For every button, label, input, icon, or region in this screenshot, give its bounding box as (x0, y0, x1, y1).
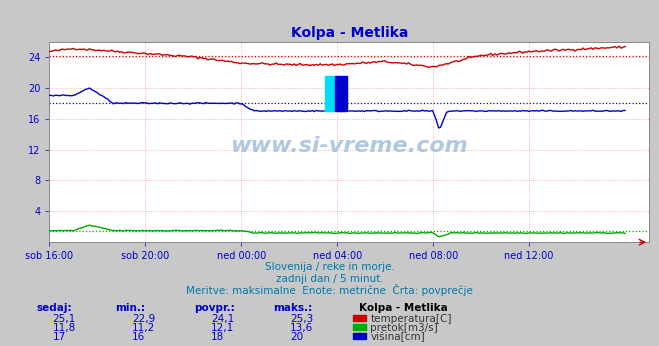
Text: 18: 18 (211, 333, 224, 343)
Text: višina[cm]: višina[cm] (370, 332, 425, 343)
Bar (326, 76, 347, 111)
Text: Meritve: maksimalne  Enote: metrične  Črta: povprečje: Meritve: maksimalne Enote: metrične Črta… (186, 284, 473, 296)
Text: 25,1: 25,1 (53, 315, 76, 325)
Text: 17: 17 (53, 333, 66, 343)
Text: 11,8: 11,8 (53, 324, 76, 334)
Text: 20: 20 (290, 333, 303, 343)
Text: povpr.:: povpr.: (194, 303, 235, 313)
Text: 13,6: 13,6 (290, 324, 313, 334)
Text: pretok[m3/s]: pretok[m3/s] (370, 324, 438, 334)
Text: 25,3: 25,3 (290, 315, 313, 325)
Bar (335, 76, 347, 111)
Text: temperatura[C]: temperatura[C] (370, 315, 452, 325)
Text: maks.:: maks.: (273, 303, 313, 313)
Text: zadnji dan / 5 minut.: zadnji dan / 5 minut. (275, 274, 384, 284)
Bar (326, 76, 335, 111)
Text: Kolpa - Metlika: Kolpa - Metlika (359, 303, 448, 313)
Text: 16: 16 (132, 333, 145, 343)
Text: min.:: min.: (115, 303, 146, 313)
Text: 22,9: 22,9 (132, 315, 155, 325)
Text: 11,2: 11,2 (132, 324, 155, 334)
Text: www.si-vreme.com: www.si-vreme.com (231, 136, 468, 156)
Title: Kolpa - Metlika: Kolpa - Metlika (291, 26, 408, 40)
Text: 24,1: 24,1 (211, 315, 234, 325)
Text: 12,1: 12,1 (211, 324, 234, 334)
Text: sedaj:: sedaj: (36, 303, 72, 313)
Text: Slovenija / reke in morje.: Slovenija / reke in morje. (264, 262, 395, 272)
